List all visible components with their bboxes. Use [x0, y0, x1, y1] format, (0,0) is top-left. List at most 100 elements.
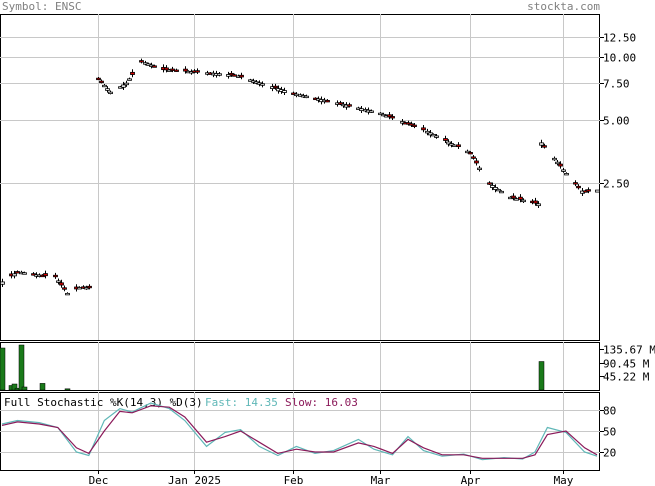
candle-body: [428, 132, 433, 136]
candle-body: [226, 74, 231, 77]
symbol-label: Symbol:: [2, 0, 49, 13]
candle-body: [0, 281, 5, 285]
candle-body: [139, 60, 144, 63]
slow-label: Slow:: [285, 396, 318, 409]
stochastic-slow-line: [1, 405, 598, 459]
candle-body: [490, 185, 495, 188]
candle-body: [542, 145, 547, 148]
candle-body: [446, 141, 451, 145]
symbol-value: ENSC: [54, 0, 82, 13]
candle-body: [471, 156, 476, 159]
candle-body: [282, 90, 287, 93]
candle-body: [62, 287, 67, 290]
candle-body: [43, 273, 48, 277]
candle-body: [304, 95, 309, 99]
candle-body: [465, 150, 470, 154]
candle-body: [561, 169, 566, 172]
chart-grid: [0, 14, 600, 471]
price-panel: [0, 58, 600, 296]
candle-body: [260, 83, 265, 86]
candle-body: [468, 152, 473, 155]
candle-body: [56, 280, 61, 283]
candle-body: [130, 71, 135, 75]
candle-body: [12, 273, 17, 277]
stochastic-tick-label: 50: [603, 426, 616, 439]
candle-body: [511, 195, 516, 199]
candle-body: [474, 160, 479, 164]
candle-body: [273, 85, 278, 89]
price-tick-label: 10.00: [603, 52, 636, 65]
volume-panel: [0, 344, 545, 391]
candle-body: [347, 104, 352, 107]
candle-body: [105, 88, 110, 91]
candle-body: [239, 74, 244, 78]
stochastic-title: Full Stochastic %K(14,3) %D(3): [4, 396, 203, 409]
candle-body: [443, 138, 448, 141]
candle-body: [22, 272, 27, 275]
candle-body: [174, 69, 179, 72]
candle-body: [390, 116, 395, 119]
candle-body: [77, 287, 82, 290]
candle-body: [521, 199, 526, 203]
candle-body: [164, 67, 169, 71]
volume-panel-frame: [0, 342, 600, 391]
price-tick-label: 7.50: [603, 78, 630, 91]
slow-value: 16.03: [325, 396, 358, 409]
volume-tick-label: 90.45 M: [603, 358, 650, 371]
candle-body: [576, 185, 581, 189]
candle-body: [96, 77, 101, 81]
volume-bar: [39, 383, 46, 391]
month-label: May: [554, 474, 574, 486]
candle-body: [84, 287, 89, 290]
volume-bar: [11, 383, 18, 391]
axes: Dec Jan 2025 Feb Mar Apr May 12.50 10.00 7.50 5.0…: [89, 32, 655, 486]
candle-body: [452, 144, 457, 147]
candle-body: [409, 123, 414, 126]
month-label: Apr: [461, 474, 481, 486]
candle-body: [421, 127, 426, 131]
candle-body: [456, 144, 461, 148]
candle-body: [127, 78, 132, 81]
candle-body: [15, 271, 20, 274]
month-label: Mar: [371, 474, 391, 486]
candle-body: [325, 100, 330, 103]
volume-bar: [538, 361, 545, 391]
candle-body: [518, 196, 523, 200]
candle-body: [425, 130, 430, 134]
fast-value: 14.35: [245, 396, 278, 409]
candle-body: [536, 203, 541, 207]
symbol-header: Symbol: ENSC: [2, 0, 81, 13]
candle-body: [552, 157, 557, 161]
candle-body: [595, 189, 600, 193]
candle-body: [338, 102, 343, 105]
candle-body: [99, 80, 104, 84]
candle-body: [217, 73, 222, 76]
candle-body: [499, 190, 504, 194]
candle-body: [294, 93, 299, 97]
candle-body: [412, 124, 417, 127]
candle-body: [487, 182, 492, 185]
price-panel-frame: [0, 14, 600, 341]
candle-body: [183, 68, 188, 72]
stochastic-tick-label: 20: [603, 447, 616, 460]
volume-tick-label: 135.67 M: [603, 344, 655, 357]
month-label: Jan 2025: [168, 474, 221, 486]
price-tick-label: 2.50: [603, 178, 630, 191]
candle-body: [108, 91, 113, 95]
candle-body: [539, 142, 544, 146]
candle-body: [555, 161, 560, 165]
candle-body: [102, 84, 107, 88]
candle-body: [431, 133, 436, 137]
volume-bar: [64, 388, 71, 391]
candle-body: [514, 198, 519, 201]
candle-body: [124, 82, 129, 86]
candle-body: [434, 135, 439, 138]
volume-bar: [21, 386, 28, 391]
candle-body: [121, 84, 126, 88]
candle-body: [359, 108, 364, 112]
candle-body: [496, 188, 501, 192]
month-label: Feb: [284, 474, 304, 486]
candle-body: [195, 70, 200, 73]
volume-bar: [0, 347, 6, 391]
